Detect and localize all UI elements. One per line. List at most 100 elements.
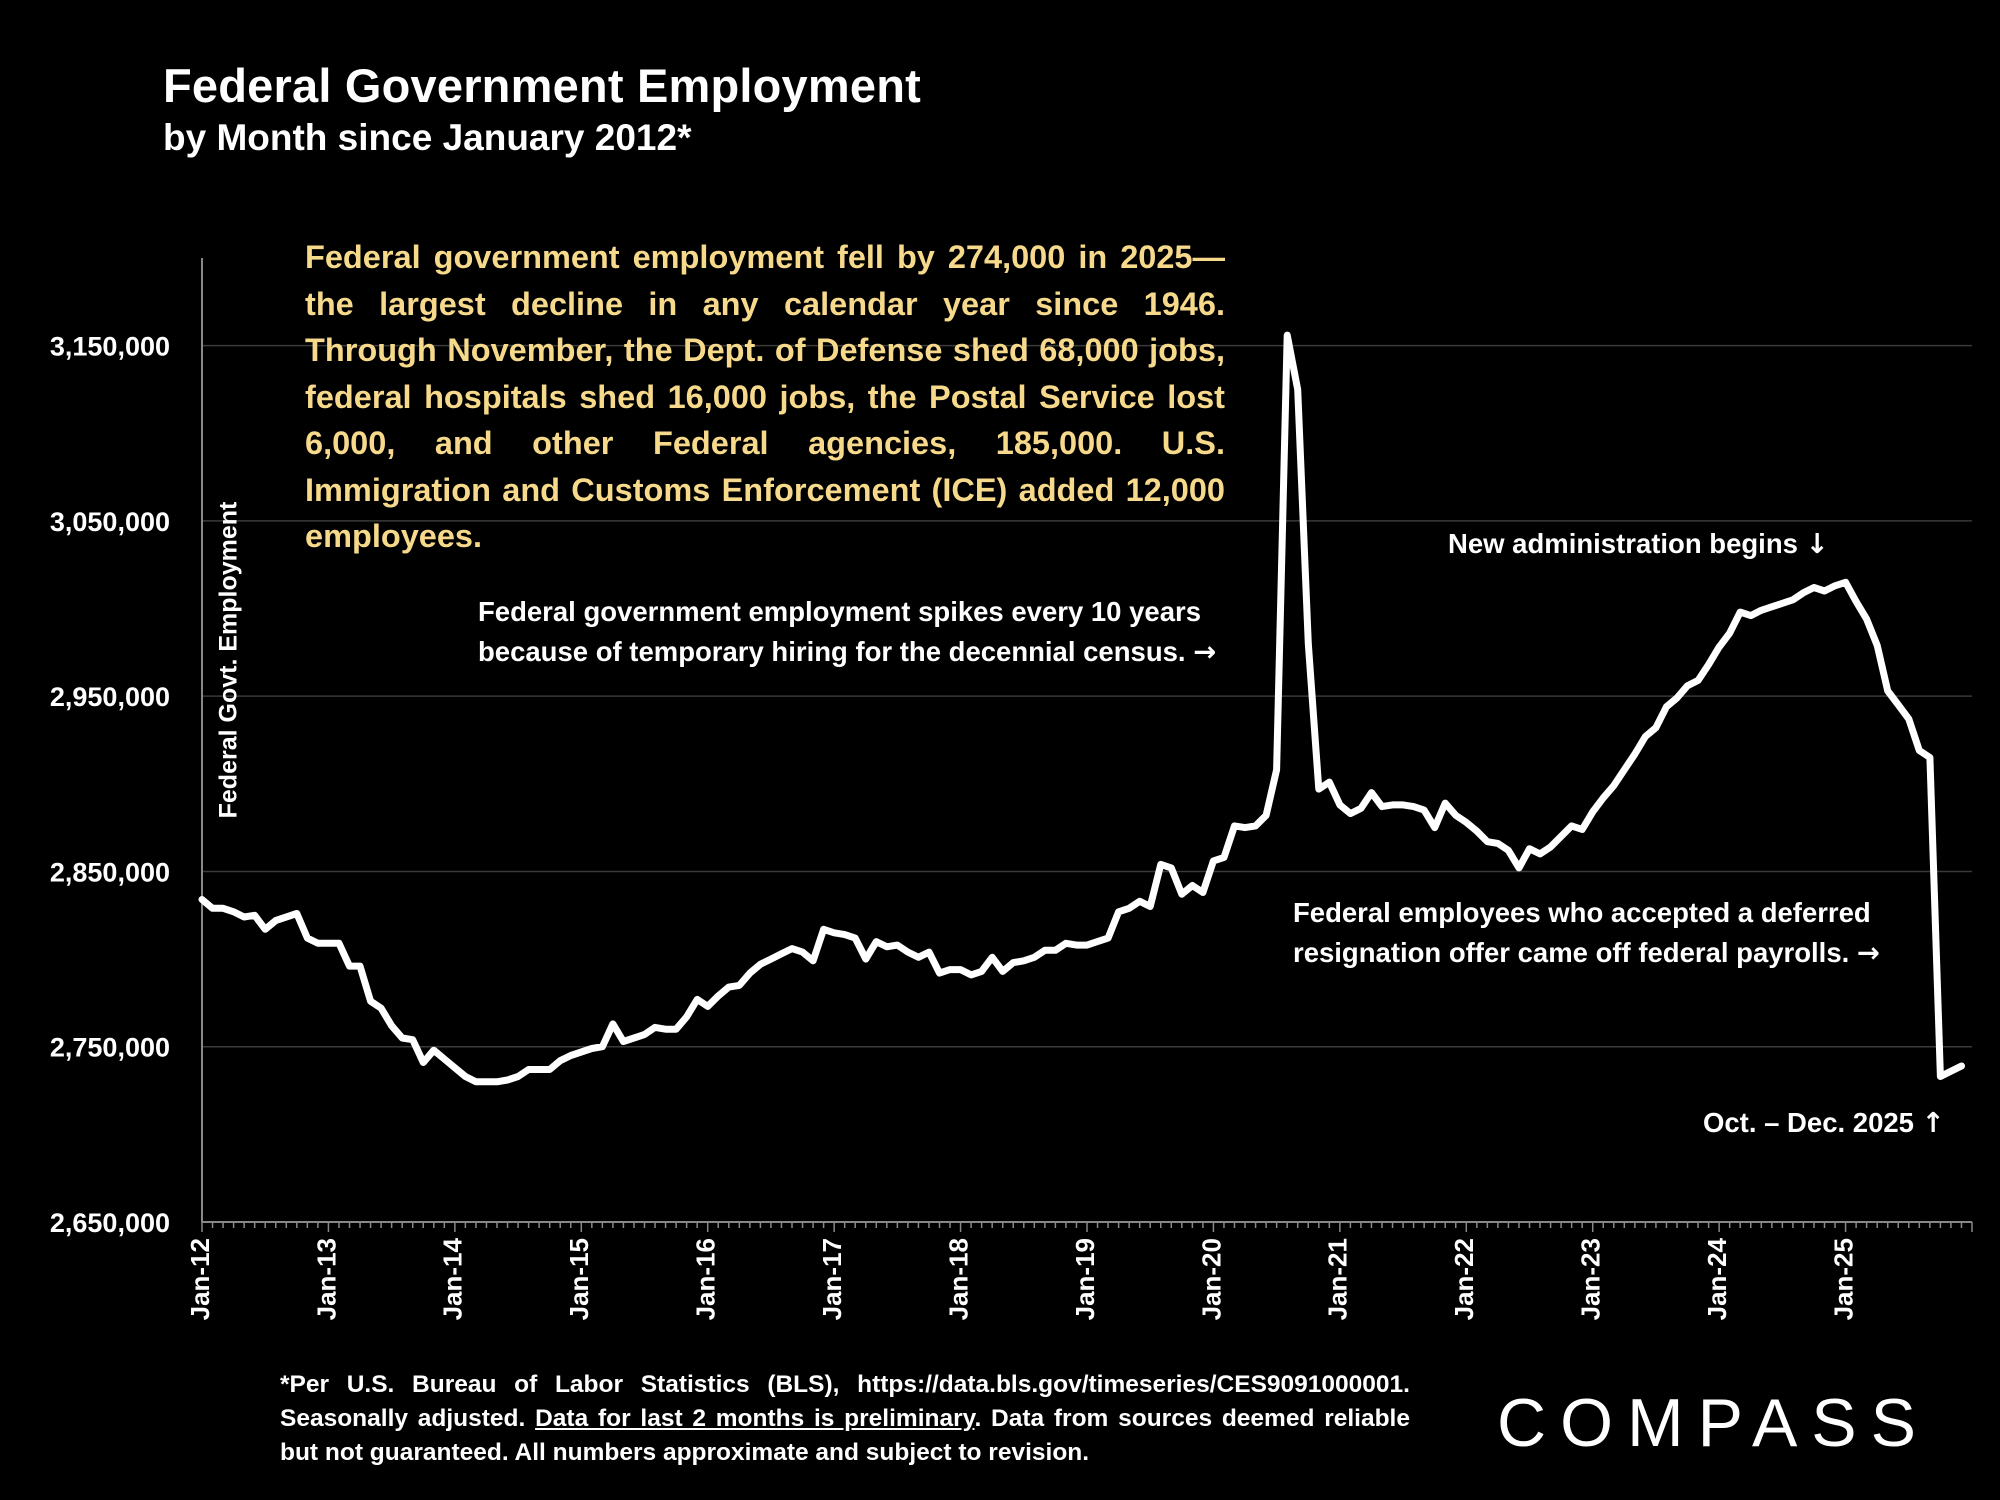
data-point: [1432, 825, 1438, 831]
data-point: [673, 1026, 679, 1032]
data-point: [715, 993, 721, 999]
data-point: [1316, 786, 1322, 792]
y-axis-label: Federal Govt. Employment: [215, 501, 243, 818]
data-point: [1642, 733, 1648, 739]
census-annotation-line2: because of temporary hiring for the dece…: [478, 636, 1186, 667]
data-point: [1421, 807, 1427, 813]
data-point: [947, 967, 953, 973]
data-point: [1843, 579, 1849, 585]
data-point: [1885, 688, 1891, 694]
arrow-up-icon: ↑: [1921, 1107, 1945, 1139]
data-point: [1948, 1068, 1954, 1074]
compass-logo: COMPASS: [1497, 1385, 1931, 1461]
x-tick-label: Jan-17: [817, 1238, 847, 1320]
data-point: [620, 1038, 626, 1044]
data-point: [1748, 613, 1754, 619]
x-tick-label: Jan-12: [185, 1238, 215, 1320]
data-point: [1052, 947, 1058, 953]
y-ticks: 2,650,000 2,750,000 2,850,000 2,950,000 3,05…: [50, 332, 170, 1238]
data-point: [789, 946, 795, 952]
data-point: [1042, 947, 1048, 953]
data-point: [347, 963, 352, 969]
data-point: [1895, 702, 1901, 708]
data-point: [431, 1047, 437, 1053]
data-point: [1558, 833, 1564, 839]
data-point: [231, 909, 237, 915]
data-point: [1695, 677, 1701, 683]
x-tick-label: Jan-20: [1196, 1238, 1226, 1320]
data-point: [483, 1079, 489, 1085]
data-point: [652, 1024, 658, 1030]
data-point: [1021, 958, 1027, 964]
deferred-annotation-line1: Federal employees who accepted a deferre…: [1293, 897, 1871, 928]
data-point: [1189, 882, 1195, 888]
data-point: [694, 996, 700, 1002]
y-tick-label: 3,150,000: [50, 332, 170, 362]
octdec-annotation-text: Oct. – Dec. 2025: [1703, 1107, 1914, 1138]
y-tick-label: 2,850,000: [50, 857, 170, 887]
census-annotation: Federal government employment spikes eve…: [478, 592, 1216, 672]
data-point: [578, 1049, 584, 1055]
x-tick-label: Jan-14: [438, 1237, 468, 1320]
data-point: [873, 939, 879, 945]
data-point: [1147, 904, 1153, 910]
data-point: [1864, 616, 1870, 622]
data-point: [568, 1052, 574, 1058]
data-point: [926, 949, 932, 955]
data-point: [389, 1023, 395, 1029]
callout-text: Federal government employment fell by 27…: [305, 239, 1225, 554]
data-point: [1611, 783, 1617, 789]
data-point: [1685, 683, 1691, 689]
data-point: [1253, 823, 1259, 829]
x-tick-label: Jan-16: [691, 1238, 721, 1320]
data-point: [1474, 828, 1480, 834]
footnote-part1: *Per U.S. Bureau of Labor Statistics (BL…: [280, 1371, 1410, 1432]
data-point: [1095, 939, 1101, 945]
data-point: [810, 958, 816, 964]
data-point: [1527, 846, 1532, 852]
data-points: [199, 332, 1964, 1085]
data-point: [1590, 809, 1596, 815]
data-point: [1906, 716, 1912, 722]
data-point: [1663, 704, 1669, 710]
data-point: [1874, 642, 1880, 648]
data-point: [494, 1079, 500, 1085]
data-point: [1674, 695, 1680, 701]
chart-subtitle: by Month since January 2012*: [163, 117, 692, 158]
data-point: [1084, 942, 1090, 948]
data-point: [515, 1074, 521, 1080]
data-point: [684, 1014, 690, 1020]
data-point: [958, 967, 964, 973]
data-point: [1200, 889, 1206, 895]
data-point: [884, 944, 890, 950]
data-point: [989, 954, 995, 960]
data-point: [1600, 795, 1606, 801]
data-point: [1295, 386, 1301, 392]
data-point: [1411, 804, 1417, 810]
data-point: [1116, 909, 1122, 915]
data-point: [1063, 940, 1069, 946]
data-point: [1822, 588, 1827, 594]
data-point: [441, 1056, 447, 1062]
chart-title: Federal Government Employment: [163, 59, 921, 112]
octdec-annotation: Oct. – Dec. 2025 ↑: [1703, 1103, 1945, 1143]
x-tick-label: Jan-19: [1070, 1238, 1100, 1320]
data-point: [1390, 802, 1396, 808]
data-point: [473, 1079, 479, 1085]
data-point: [262, 926, 268, 932]
data-point: [1453, 812, 1459, 818]
data-point: [1368, 790, 1374, 796]
deferred-annotation-line2: resignation offer came off federal payro…: [1293, 937, 1850, 968]
data-point: [1505, 847, 1511, 853]
data-point: [800, 949, 806, 955]
data-point: [1210, 858, 1216, 864]
data-point: [1653, 725, 1659, 731]
admin-annotation-text: New administration begins: [1448, 528, 1798, 559]
footnote: *Per U.S. Bureau of Labor Statistics (BL…: [280, 1368, 1410, 1470]
data-point: [273, 918, 279, 924]
data-point: [526, 1067, 532, 1073]
data-point: [1537, 851, 1543, 857]
data-point: [1158, 861, 1164, 867]
data-point: [1790, 597, 1796, 603]
